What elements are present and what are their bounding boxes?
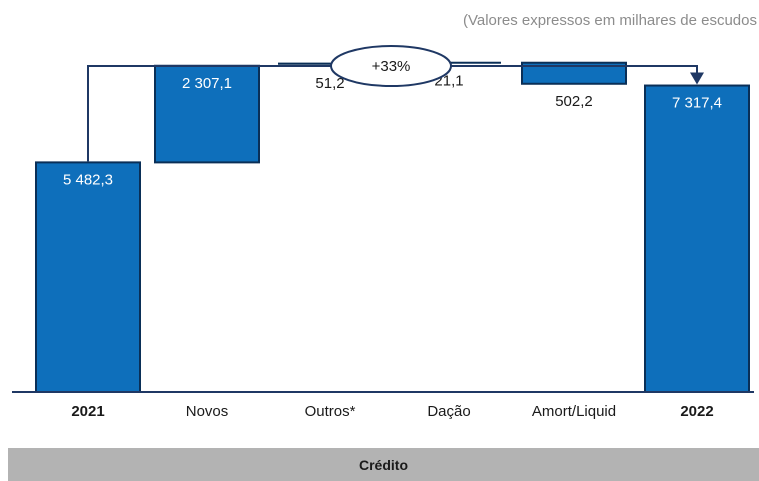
data-label: 2 307,1	[182, 75, 232, 92]
data-label: 502,2	[555, 93, 593, 110]
data-label: 51,2	[315, 75, 344, 92]
data-label: 7 317,4	[672, 95, 722, 112]
footer-section-label: Crédito	[8, 448, 759, 481]
data-label: 5 482,3	[63, 171, 113, 188]
x-tick-label: 2022	[680, 403, 713, 420]
bar-novos	[154, 64, 260, 164]
change-annotation-label: +33%	[372, 58, 411, 75]
arrow-head-icon	[690, 72, 704, 85]
bar-2022	[644, 84, 750, 394]
change-annotation-ellipse	[330, 45, 452, 87]
x-tick-label: Outros*	[305, 403, 356, 420]
bar-outros-	[278, 62, 382, 65]
x-tick-label: Dação	[427, 403, 470, 420]
bar-2021	[35, 161, 141, 393]
x-tick-label: 2021	[71, 403, 104, 420]
x-tick-label: Novos	[186, 403, 229, 420]
x-tick-label: Amort/Liquid	[532, 403, 616, 420]
bar-amort-liquid	[521, 61, 627, 85]
units-note: (Valores expressos em milhares de escudo…	[462, 12, 757, 29]
